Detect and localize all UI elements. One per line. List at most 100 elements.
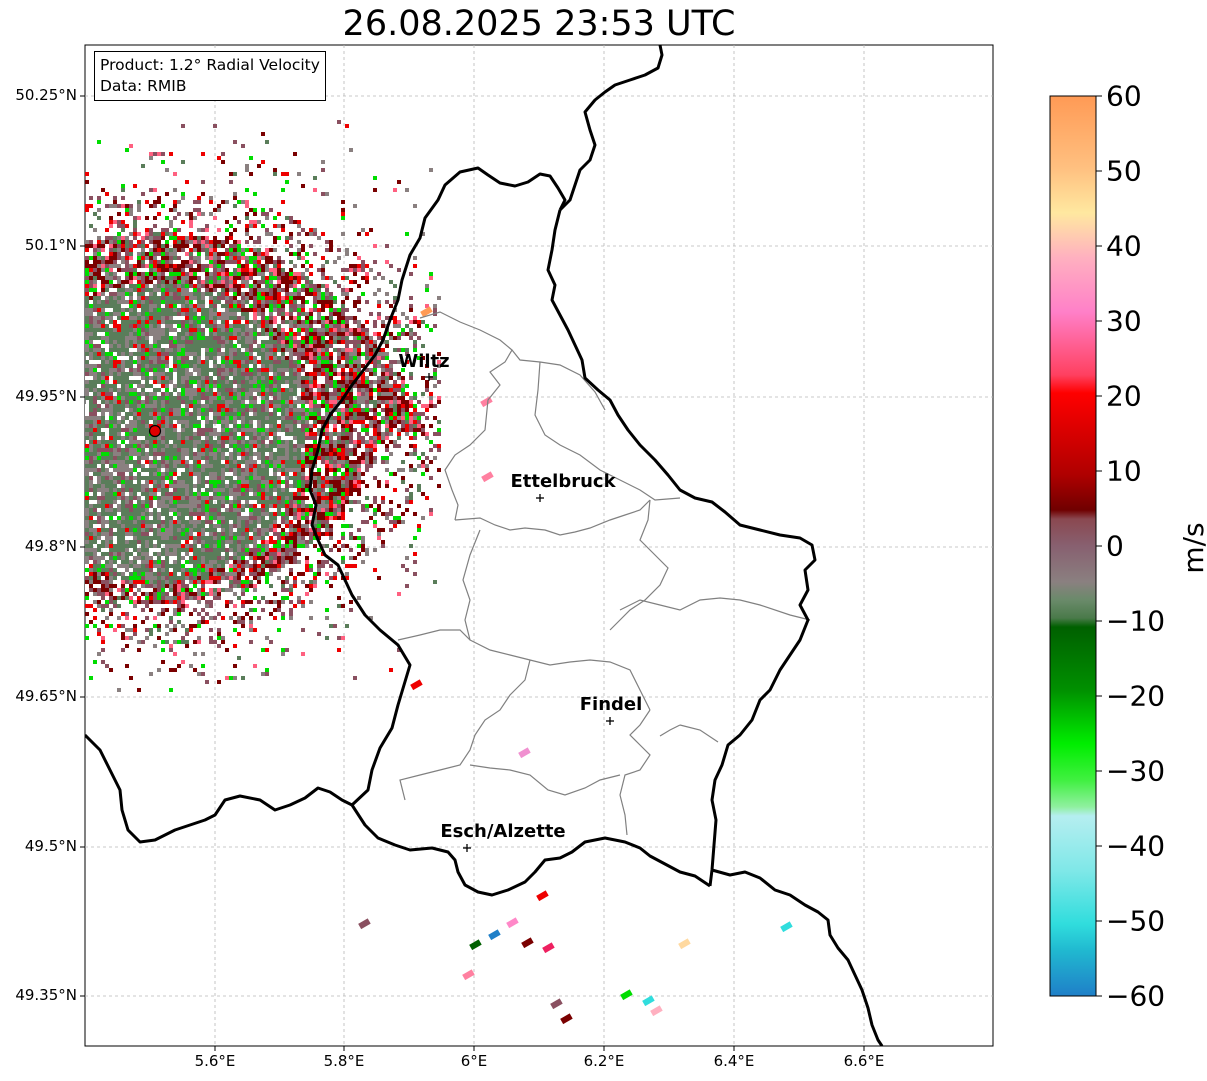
- echo-cell-1477: [289, 316, 293, 320]
- echo-cell-3469: [341, 420, 345, 424]
- echo-cell-4946: [197, 504, 201, 508]
- echo-cell-1865: [345, 336, 349, 340]
- echo-cell-1546: [273, 320, 277, 324]
- echo-cell-1255: [173, 304, 177, 308]
- echo-cell-40: [173, 172, 177, 176]
- echo-cell-2017: [421, 344, 425, 348]
- echo-cell-1410: [269, 312, 273, 316]
- echo-cell-4161: [97, 460, 101, 464]
- echo-cell-4381: [105, 472, 109, 476]
- echo-cell-4761: [289, 492, 293, 496]
- echo-cell-3776: [345, 436, 349, 440]
- echo-cell-4051: [249, 452, 253, 456]
- echo-cell-4565: [329, 480, 333, 484]
- echo-cell-4591: [145, 484, 149, 488]
- echo-cell-962: [269, 284, 273, 288]
- echo-cell-3159: [385, 404, 389, 408]
- echo-cell-556: [249, 256, 253, 260]
- echo-cell-4730: [153, 492, 157, 496]
- echo-cell-3162: [397, 404, 401, 408]
- echo-cell-3287: [237, 412, 241, 416]
- echo-cell-1383: [157, 312, 161, 316]
- echo-cell-671: [309, 264, 313, 268]
- echo-cell-4064: [305, 452, 309, 456]
- echo-cell-1337: [241, 308, 245, 312]
- echo-cell-4535: [205, 480, 209, 484]
- echo-cell-2490: [189, 372, 193, 376]
- echo-cell-3187: [153, 408, 157, 412]
- echo-cell-4542: [233, 480, 237, 484]
- echo-cell-228: [249, 224, 253, 228]
- echo-cell-2374: [329, 364, 333, 368]
- echo-cell-389: [141, 244, 145, 248]
- echo-cell-1421: [329, 312, 333, 316]
- echo-cell-4437: [421, 472, 425, 476]
- echo-cell-3445: [233, 420, 237, 424]
- echo-cell-1629: [301, 324, 305, 328]
- echo-cell-1291: [325, 304, 329, 308]
- echo-cell-1896: [161, 340, 165, 344]
- echo-cell-2089: [393, 348, 397, 352]
- echo-cell-2678: [333, 380, 337, 384]
- echo-cell-956: [241, 284, 245, 288]
- echo-cell-4166: [117, 460, 121, 464]
- echo-cell-4217: [341, 460, 345, 464]
- echo-cell-2001: [309, 344, 313, 348]
- echo-cell-3978: [249, 448, 253, 452]
- echo-cell-4527: [169, 480, 173, 484]
- echo-cell-804: [109, 276, 113, 280]
- echo-cell-4883: [225, 500, 229, 504]
- echo-cell-2225: [329, 356, 333, 360]
- echo-cell-4825: [269, 496, 273, 500]
- echo-cell-3242: [385, 408, 389, 412]
- echo-cell-4600: [181, 484, 185, 488]
- echo-cell-3545: [353, 424, 357, 428]
- echo-cell-3077: [389, 400, 393, 404]
- echo-cell-1192: [185, 300, 189, 304]
- echo-cell-2029: [137, 348, 141, 352]
- echo-cell-322: [249, 236, 253, 240]
- echo-cell-291: [421, 232, 425, 236]
- echo-cell-2230: [349, 356, 353, 360]
- echo-cell-2572: [225, 376, 229, 380]
- echo-cell-3346: [161, 416, 165, 420]
- echo-cell-1370: [101, 312, 105, 316]
- echo-cell-1868: [357, 336, 361, 340]
- echo-cell-3959: [165, 448, 169, 452]
- echo-cell-295: [109, 236, 113, 240]
- echo-cell-1714: [333, 328, 337, 332]
- echo-cell-4790: [129, 496, 133, 500]
- echo-cell-512: [297, 252, 301, 256]
- echo-cell-788: [297, 272, 301, 276]
- echo-cell-4725: [129, 492, 133, 496]
- echo-cell-1966: [153, 344, 157, 348]
- echo-cell-1578: [89, 324, 93, 328]
- echo-cell-1381: [149, 312, 153, 316]
- echo-cell-1133: [213, 296, 217, 300]
- echo-cell-418: [385, 244, 389, 248]
- echo-cell-1485: [321, 316, 325, 320]
- echo-cell-216: [89, 224, 93, 228]
- echo-cell-286: [321, 232, 325, 236]
- echo-cell-1615: [245, 324, 249, 328]
- echo-cell-1343: [265, 308, 269, 312]
- echo-cell-3756: [249, 436, 253, 440]
- echo-cell-3706: [365, 432, 369, 436]
- echo-cell-1588: [129, 324, 133, 328]
- echo-cell-4255: [189, 464, 193, 468]
- echo-cell-4976: [325, 504, 329, 508]
- echo-cell-1432: [89, 316, 93, 320]
- echo-cell-2492: [201, 372, 205, 376]
- echo-cell-2901: [317, 392, 321, 396]
- echo-cell-2325: [121, 364, 125, 368]
- echo-cell-1533: [217, 320, 221, 324]
- echo-cell-4961: [261, 504, 265, 508]
- echo-cell-4251: [173, 464, 177, 468]
- echo-cell-104: [153, 200, 157, 204]
- echo-cell-963: [273, 284, 277, 288]
- echo-cell-3037: [217, 400, 221, 404]
- echo-cell-3637: [409, 428, 413, 432]
- echo-cell-1895: [157, 340, 161, 344]
- echo-cell-2985: [337, 396, 341, 400]
- echo-cell-3993: [321, 448, 325, 452]
